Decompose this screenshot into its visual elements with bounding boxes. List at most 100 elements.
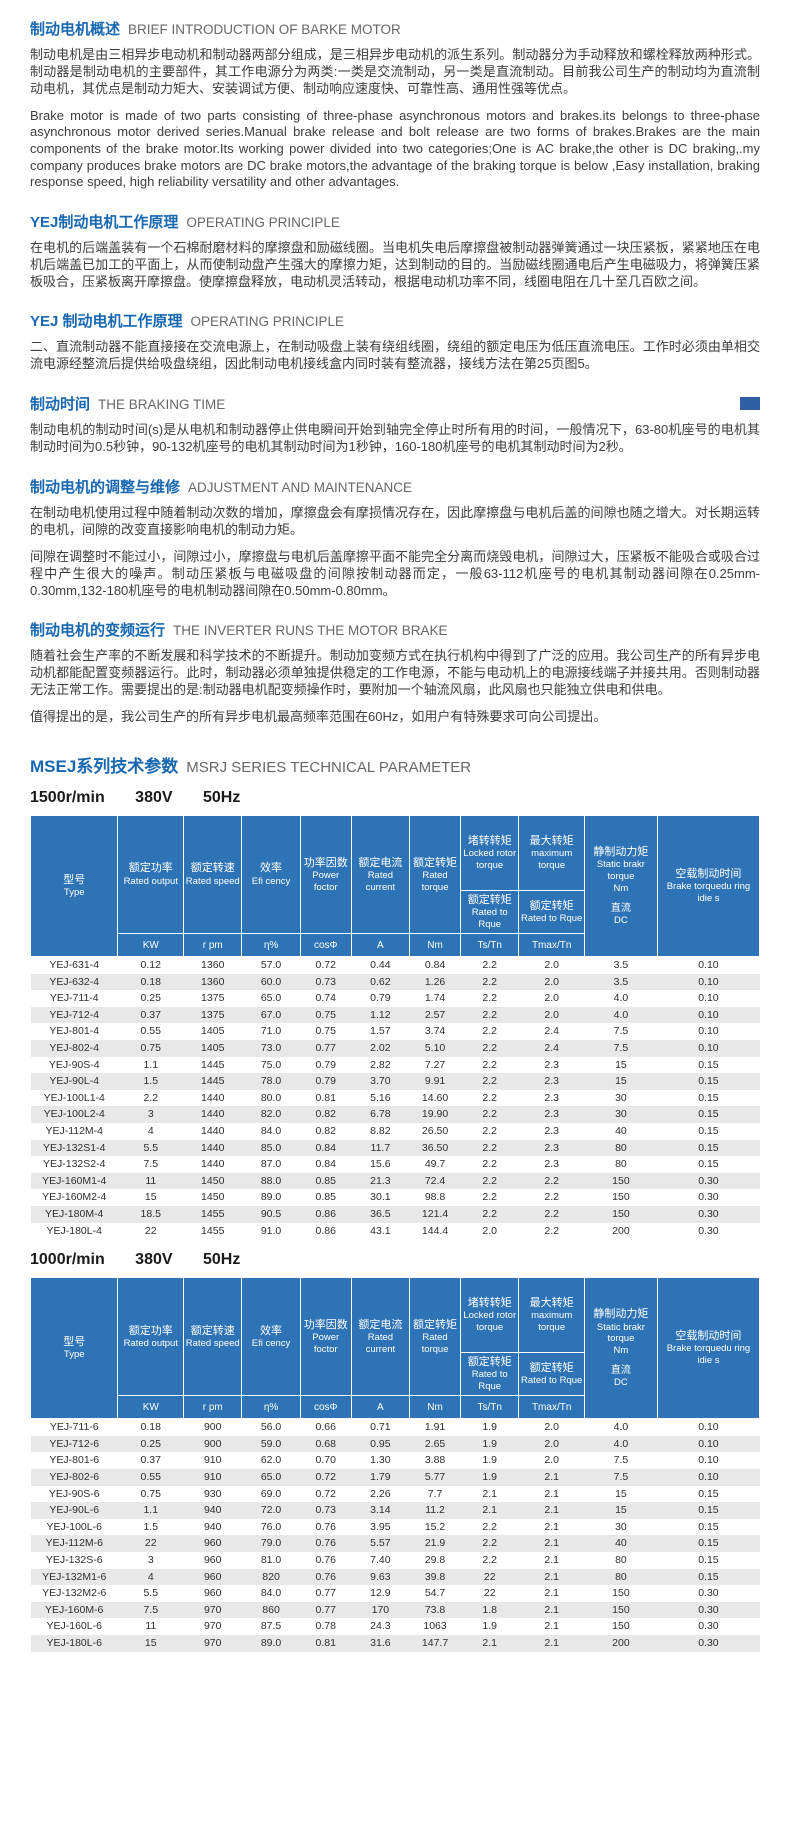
value-cell: 1.79 [370,1471,391,1484]
value-cell: 30 [615,1108,627,1121]
value-cell: 91.0 [260,1224,282,1237]
model-cell: YEJ-132M1-6 [42,1570,107,1583]
value-cell: 22 [483,1570,496,1583]
table-row: YEJ-100L1-4 2.2 1440 80.0 0.81 5.16 14.60 2.2 2.… [30,1089,760,1107]
value-cell: 2.2 [482,1042,497,1055]
col-rated-speed-cn: 额定转速 [190,862,235,875]
col-locked-rated-to: 额定转矩 Rated to Rque [460,890,520,935]
value-cell: 3 [147,1553,154,1566]
value-cell: 3.70 [370,1075,391,1088]
value-cell: 2.1 [544,1636,559,1649]
value-cell: 2.1 [544,1537,559,1550]
table-row: YEJ-132M2-6 5.5 960 84.0 0.77 12.9 54.7 22 2.1 15… [30,1585,760,1602]
value-cell: 2.2 [482,1537,497,1550]
value-cell: 940 [203,1504,222,1517]
value-cell: 2.1 [544,1570,559,1583]
value-cell: 43.1 [370,1224,391,1237]
value-cell: 85.0 [260,1141,282,1154]
value-cell: 150 [612,1208,630,1220]
value-cell: 2.2 [482,1158,497,1171]
unit-tmax-tn: Tmax/Tn [518,933,585,958]
value-cell: 22 [483,1587,496,1600]
value-cell: 31.6 [370,1636,391,1649]
table-row: YEJ-631-4 0.12 1360 57.0 0.72 0.44 0.84 2.2 2.0 3… [30,956,760,974]
value-cell: 24.3 [370,1620,391,1633]
value-cell: 0.77 [315,1042,336,1055]
value-cell: 0.10 [698,1437,719,1450]
section-heading-intro: 制动电机概述 BRIEF INTRODUCTION OF BARKE MOTOR [30,18,760,39]
col-rated-output-cn: 额定功率 [128,1324,173,1337]
col-rated-current-cn: 额定电流 [358,1318,403,1331]
col-maximum-torque-en: maximum torque [531,1310,573,1334]
value-cell: 2.0 [544,1421,559,1434]
value-cell: 4.0 [613,1008,629,1021]
value-cell: 3.74 [424,1025,446,1038]
col-max-rated-to: 额定转矩 Rated to Rque [518,890,585,935]
principle1-paragraph: 在电机的后端盖装有一个石棉耐磨材料的摩擦盘和励磁线圈。当电机失电后摩擦盘被制动器… [30,239,760,289]
table-row: YEJ-90L-4 1.5 1445 78.0 0.79 3.70 9.91 2.2 2.3 15… [30,1073,760,1090]
value-cell: 2.2 [482,1008,497,1021]
value-cell: 2.2 [482,1141,497,1154]
value-cell: 0.74 [315,992,336,1005]
col-static-brake-torque: 静制动力矩 Static brakr torque Nm 直流 DC [583,815,658,958]
value-cell: 0.84 [315,1141,336,1154]
col-model: 型号 Type [29,1277,119,1420]
unit-rpm: r pm [183,1395,243,1420]
value-cell: 2.1 [544,1487,559,1500]
value-cell: 2.65 [424,1437,446,1450]
table-row: YEJ-112M-6 22 960 79.0 0.76 5.57 21.9 2.2 2.1 40 0… [30,1535,760,1552]
value-cell: 2.0 [544,1437,559,1450]
unit-kw: KW [117,933,185,958]
unit-eta: η% [241,933,301,958]
value-cell: 0.10 [698,1025,719,1038]
value-cell: 0.70 [315,1454,336,1467]
value-cell: 0.68 [315,1437,336,1450]
table-row: YEJ-160M2-4 15 1450 89.0 0.85 30.1 98.8 2.2 2.2 1… [30,1189,760,1206]
col-static-brake-cn: 静制动力矩 [593,846,649,859]
value-cell: 73.0 [260,1042,282,1055]
col-model-en: Type [63,887,85,899]
braking-time-heading-en: THE BRAKING TIME [98,397,226,413]
value-cell: 22 [144,1537,157,1550]
value-cell: 2.82 [370,1058,391,1071]
value-cell: 0.75 [315,1008,336,1021]
col-locked-rotor-en: Locked rotor torque [463,848,517,872]
value-cell: 0.73 [315,1504,336,1517]
section-heading-principle1: YEJ制动电机工作原理 OPERATING PRINCIPLE [30,211,760,232]
value-cell: 80 [615,1158,627,1171]
value-cell: 0.71 [370,1421,391,1434]
model-cell: YEJ-712-6 [49,1437,100,1450]
value-cell: 6.78 [370,1108,391,1121]
value-cell: 11.7 [370,1141,391,1154]
value-cell: 2.0 [482,1224,497,1237]
value-cell: 80.0 [260,1091,282,1104]
value-cell: 970 [203,1620,222,1633]
col-rated-speed: 额定转速 Rated speed [183,815,243,935]
unit-rpm: r pm [183,933,243,958]
value-cell: 0.86 [315,1224,336,1237]
col-static-brake-dc-cn: 直流 [610,903,631,915]
value-cell: 76.0 [260,1520,282,1533]
value-cell: 1.12 [370,1008,391,1021]
value-cell: 1.8 [482,1603,497,1616]
col-max-rated-to: 额定转矩 Rated to Rque [518,1352,585,1397]
unit-ts-tn: Ts/Tn [460,933,520,958]
value-cell: 7.40 [370,1553,391,1566]
col-locked-rotor-cn: 堵转转矩 [467,835,512,848]
table-row: YEJ-132M1-6 4 960 820 0.76 9.63 39.8 22 2.1 80 0.1… [30,1568,760,1586]
value-cell: 0.15 [698,1108,719,1121]
unit-nm: Nm [409,933,462,958]
value-cell: 7.5 [613,1454,629,1467]
col-locked-rated-to-en: Rated to Rque [471,1369,508,1393]
value-cell: 1455 [201,1208,225,1220]
table-row: YEJ-132S2-4 7.5 1440 87.0 0.84 15.6 49.7 2.2 2.3… [30,1156,760,1173]
value-cell: 930 [203,1487,222,1500]
intro-heading-cn: 制动电机概述 [30,21,121,38]
model-cell: YEJ-100L-6 [46,1520,102,1533]
value-cell: 1.30 [370,1454,391,1467]
value-cell: 910 [203,1471,222,1484]
value-cell: 8.82 [370,1125,391,1138]
section-heading-principle2: YEJ 制动电机工作原理 OPERATING PRINCIPLE [30,310,760,331]
value-cell: 15.2 [424,1520,446,1533]
value-cell: 1.1 [143,1058,159,1071]
